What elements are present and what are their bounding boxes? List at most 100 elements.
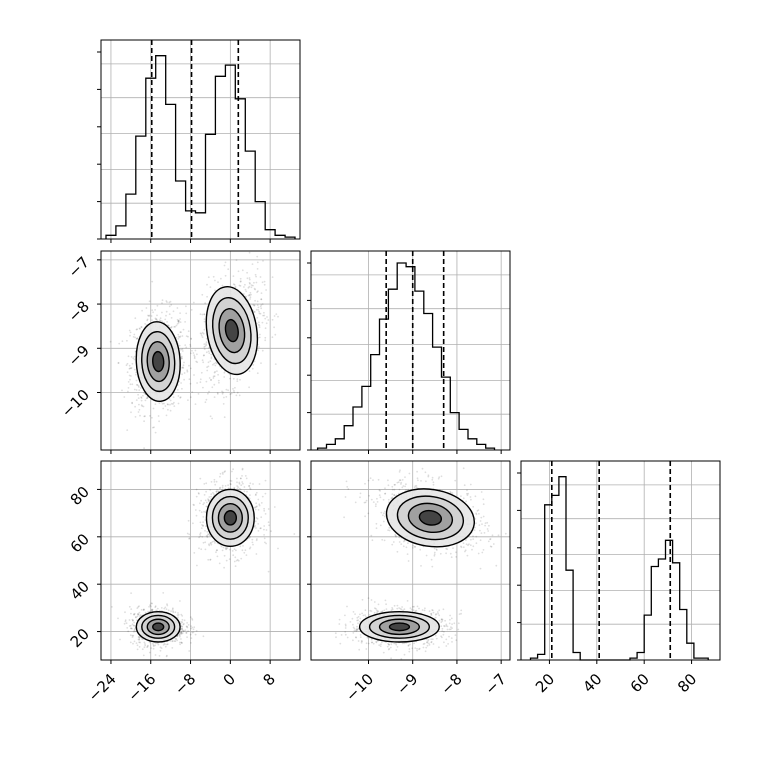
scatter-point	[198, 492, 200, 495]
scatter-point	[356, 619, 358, 622]
scatter-point	[207, 498, 209, 500]
scatter-point	[212, 492, 214, 494]
scatter-point	[264, 327, 267, 330]
scatter-point	[218, 562, 221, 565]
scatter-point	[248, 386, 251, 389]
scatter-point	[418, 647, 421, 650]
scatter-point	[171, 647, 174, 649]
scatter-point	[258, 336, 261, 339]
scatter-point	[431, 638, 434, 641]
scatter-point	[243, 293, 245, 295]
scatter-point	[169, 409, 172, 412]
scatter-point	[267, 319, 270, 321]
scatter-point	[434, 613, 437, 616]
scatter-point	[189, 396, 192, 399]
scatter-point	[179, 321, 182, 323]
scatter-point	[249, 494, 251, 496]
scatter-point	[234, 386, 236, 389]
scatter-point	[480, 491, 483, 493]
scatter-point	[451, 627, 453, 629]
scatter-point	[167, 324, 170, 327]
scatter-point	[133, 624, 136, 627]
scatter-point	[192, 628, 195, 631]
scatter-point	[244, 295, 247, 298]
scatter-point	[421, 467, 424, 470]
scatter-point	[256, 372, 259, 375]
scatter-point	[218, 381, 220, 384]
scatter-point	[432, 643, 435, 645]
scatter-point	[121, 389, 123, 392]
scatter-point	[444, 619, 446, 622]
scatter-point	[186, 622, 189, 624]
scatter-point	[172, 396, 175, 399]
scatter-point	[214, 279, 216, 282]
scatter-point	[203, 354, 205, 356]
scatter-point	[183, 378, 186, 381]
scatter-point	[228, 558, 231, 560]
scatter-point	[161, 302, 163, 304]
scatter-point	[182, 328, 185, 331]
scatter-point	[257, 349, 259, 352]
scatter-point	[450, 617, 453, 620]
scatter-point	[208, 390, 210, 393]
scatter-point	[357, 619, 360, 622]
scatter-point	[252, 284, 254, 287]
scatter-point	[221, 392, 224, 395]
scatter-point	[167, 609, 170, 612]
scatter-point	[199, 521, 202, 524]
scatter-point	[210, 541, 213, 544]
scatter-point	[264, 479, 267, 482]
scatter-point	[359, 496, 361, 499]
scatter-point	[383, 539, 386, 542]
scatter-point	[188, 533, 191, 536]
scatter-point	[249, 298, 252, 300]
scatter-point	[229, 377, 231, 380]
scatter-point	[385, 608, 388, 610]
scatter-point	[277, 547, 279, 550]
scatter-point	[180, 613, 183, 616]
scatter-point	[140, 326, 143, 328]
scatter-point	[205, 482, 208, 485]
scatter-point	[235, 394, 238, 397]
scatter-point	[190, 309, 193, 311]
scatter-point	[480, 516, 483, 519]
scatter-point	[172, 611, 175, 614]
scatter-point	[126, 339, 128, 342]
scatter-point	[258, 321, 260, 324]
scatter-point	[386, 645, 389, 648]
pair-panel-0-2-density	[111, 467, 296, 658]
scatter-point	[182, 623, 185, 626]
scatter-point	[346, 636, 349, 639]
scatter-point	[183, 372, 186, 374]
scatter-point	[199, 502, 201, 505]
scatter-point	[257, 523, 260, 525]
scatter-point	[466, 492, 468, 495]
scatter-point	[381, 610, 384, 613]
scatter-point	[271, 276, 274, 278]
scatter-point	[418, 648, 420, 650]
scatter-point	[263, 528, 265, 531]
scatter-point	[132, 624, 135, 627]
scatter-point	[379, 490, 381, 492]
scatter-point	[128, 619, 131, 621]
scatter-point	[252, 483, 254, 485]
scatter-point	[207, 350, 210, 353]
scatter-point	[193, 504, 195, 506]
scatter-point	[244, 549, 247, 552]
scatter-point	[197, 492, 200, 494]
scatter-point	[163, 607, 166, 610]
scatter-point	[185, 346, 188, 349]
scatter-point	[190, 352, 192, 355]
scatter-point	[208, 377, 211, 379]
scatter-point	[201, 313, 204, 316]
scatter-point	[131, 362, 134, 365]
scatter-point	[253, 360, 256, 363]
scatter-point	[158, 420, 161, 423]
scatter-point	[405, 546, 408, 549]
scatter-point	[352, 632, 355, 634]
scatter-point	[138, 646, 141, 648]
scatter-point	[148, 314, 151, 317]
scatter-point	[240, 477, 242, 480]
scatter-point	[236, 481, 238, 484]
scatter-point	[367, 642, 370, 645]
